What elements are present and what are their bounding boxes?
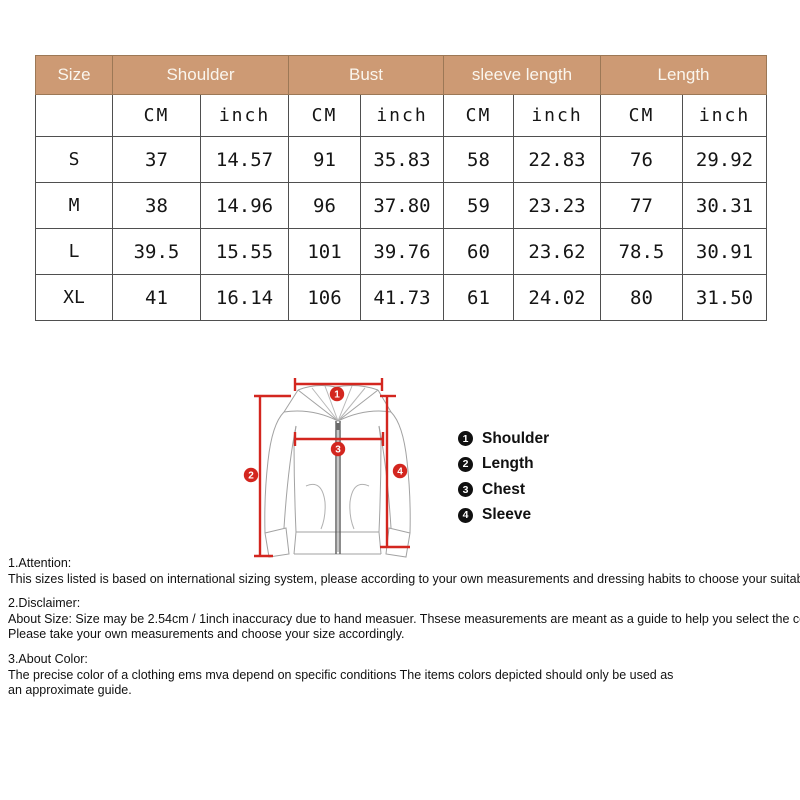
value-cell: 101 <box>288 228 361 275</box>
unit-cm: CM <box>443 94 514 137</box>
note-line: The precise color of a clothing ems mva … <box>8 667 674 682</box>
value-cell: 14.57 <box>200 136 289 183</box>
legend-item-sleeve: 4 Sleeve <box>458 503 549 529</box>
table-row: S 37 14.57 91 35.83 58 22.83 76 29.92 <box>35 136 767 183</box>
callout-2-length <box>243 467 259 483</box>
measurement-legend: 1 Shoulder 2 Length 3 Chest 4 Sleeve <box>458 426 549 528</box>
note-line: This sizes listed is based on internatio… <box>8 571 800 586</box>
value-cell: 96 <box>288 182 361 229</box>
legend-item-length: 2 Length <box>458 452 549 478</box>
value-cell: 106 <box>288 274 361 321</box>
value-cell: 59 <box>443 182 514 229</box>
callout-3-chest <box>330 441 346 457</box>
note-line: About Size: Size may be 2.54cm / 1inch i… <box>8 611 800 626</box>
value-cell: 60 <box>443 228 514 275</box>
size-cell: L <box>35 228 113 275</box>
size-cell: S <box>35 136 113 183</box>
size-cell: XL <box>35 274 113 321</box>
svg-text:1: 1 <box>334 390 340 401</box>
value-cell: 23.62 <box>513 228 601 275</box>
value-cell: 80 <box>600 274 683 321</box>
value-cell: 23.23 <box>513 182 601 229</box>
size-cell: M <box>35 182 113 229</box>
value-cell: 77 <box>600 182 683 229</box>
unit-cm: CM <box>288 94 361 137</box>
svg-text:4: 4 <box>397 467 403 478</box>
value-cell: 30.91 <box>682 228 767 275</box>
value-cell: 39.5 <box>112 228 201 275</box>
col-header-bust: Bust <box>288 55 444 95</box>
unit-inch: inch <box>200 94 289 137</box>
value-cell: 41.73 <box>360 274 444 321</box>
measurement-lines <box>254 378 410 558</box>
zipper <box>335 421 341 554</box>
section-title: 2.Disclaimer: <box>8 596 81 611</box>
value-cell: 31.50 <box>682 274 767 321</box>
value-cell: 16.14 <box>200 274 289 321</box>
circled-number-icon: 3 <box>458 482 473 498</box>
unit-inch: inch <box>360 94 444 137</box>
unit-inch: inch <box>682 94 767 137</box>
unit-cm: CM <box>112 94 201 137</box>
unit-cm: CM <box>600 94 683 137</box>
value-cell: 35.83 <box>360 136 444 183</box>
value-cell: 24.02 <box>513 274 601 321</box>
value-cell: 39.76 <box>360 228 444 275</box>
legend-item-shoulder: 1 Shoulder <box>458 426 549 452</box>
notes-block: 1.Attention: This sizes listed is based … <box>8 556 800 708</box>
col-header-shoulder: Shoulder <box>112 55 289 95</box>
attention-section: 1.Attention: This sizes listed is based … <box>8 556 800 587</box>
value-cell: 78.5 <box>600 228 683 275</box>
svg-text:3: 3 <box>335 445 341 456</box>
value-cell: 41 <box>112 274 201 321</box>
legend-item-chest: 3 Chest <box>458 477 549 503</box>
circled-number-icon: 2 <box>458 456 473 472</box>
unit-inch: inch <box>513 94 601 137</box>
about-color-section: 3.About Color: The precise color of a cl… <box>8 652 796 699</box>
value-cell: 22.83 <box>513 136 601 183</box>
circled-number-icon: 4 <box>458 507 473 523</box>
value-cell: 91 <box>288 136 361 183</box>
section-title: 1.Attention: <box>8 556 72 570</box>
value-cell: 61 <box>443 274 514 321</box>
value-cell: 30.31 <box>682 182 767 229</box>
hoodie-measurement-diagram: 1 2 3 4 <box>243 378 411 558</box>
table-units-row: CM inch CM inch CM inch CM inch <box>35 94 767 137</box>
size-table: Size Shoulder Bust sleeve length Length … <box>35 55 767 321</box>
table-header-row: Size Shoulder Bust sleeve length Length <box>35 55 767 95</box>
value-cell: 38 <box>112 182 201 229</box>
legend-label: Shoulder <box>482 429 550 447</box>
measurement-callouts: 1 2 3 4 <box>243 386 408 483</box>
circled-number-icon: 1 <box>458 431 473 447</box>
value-cell: 37.80 <box>360 182 444 229</box>
value-cell: 15.55 <box>200 228 289 275</box>
section-title: 3.About Color: <box>8 651 88 666</box>
units-empty-cell <box>35 94 113 137</box>
callout-1-shoulder <box>329 386 345 402</box>
table-row: XL 41 16.14 106 41.73 61 24.02 80 31.50 <box>35 274 767 321</box>
callout-4-sleeve <box>392 463 408 479</box>
svg-text:2: 2 <box>248 471 254 482</box>
value-cell: 76 <box>600 136 683 183</box>
table-row: M 38 14.96 96 37.80 59 23.23 77 30.31 <box>35 182 767 229</box>
col-header-length: Length <box>600 55 767 95</box>
note-line: an approximate guide. <box>8 683 132 698</box>
value-cell: 29.92 <box>682 136 767 183</box>
disclaimer-section: 2.Disclaimer: About Size: Size may be 2.… <box>8 596 800 643</box>
value-cell: 14.96 <box>200 182 289 229</box>
value-cell: 37 <box>112 136 201 183</box>
table-row: L 39.5 15.55 101 39.76 60 23.62 78.5 30.… <box>35 228 767 275</box>
legend-label: Sleeve <box>482 506 532 524</box>
col-header-sleeve-length: sleeve length <box>443 55 601 95</box>
note-line: Please take your own measurements and ch… <box>8 627 405 642</box>
legend-label: Chest <box>482 480 526 498</box>
col-header-size: Size <box>35 55 113 95</box>
legend-label: Length <box>482 455 534 473</box>
value-cell: 58 <box>443 136 514 183</box>
